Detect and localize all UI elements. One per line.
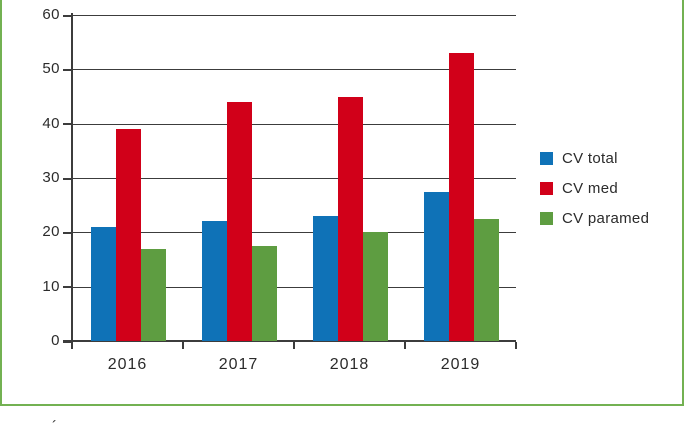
legend-swatch-cv-med — [540, 182, 553, 195]
bar-cv-med-2016 — [116, 129, 141, 341]
legend-item-cv-paramed: CV paramed — [540, 210, 649, 227]
y-axis-line — [70, 13, 73, 343]
bar-cv-med-2018 — [338, 96, 363, 341]
bar-cv-total-2017 — [202, 221, 227, 341]
bar-cv-paramed-2018 — [363, 232, 388, 341]
x-tick-4 — [515, 342, 517, 349]
y-tick-40 — [63, 123, 73, 126]
cropped-caption-accent: ´ — [52, 418, 57, 430]
gridline-10 — [72, 286, 516, 288]
x-axis-label-2017: 2017 — [218, 356, 259, 373]
gridline-40 — [72, 123, 516, 125]
y-axis-label-30: 30 — [42, 169, 60, 186]
bar-cv-paramed-2016 — [141, 248, 166, 341]
y-tick-10 — [63, 286, 73, 289]
bar-cv-paramed-2017 — [252, 245, 277, 341]
y-axis-label-0: 0 — [51, 332, 60, 349]
x-axis-line — [63, 340, 516, 342]
bar-cv-total-2019 — [424, 191, 449, 341]
bar-cv-med-2019 — [449, 53, 474, 341]
x-tick-2 — [293, 342, 295, 349]
gridline-20 — [72, 232, 516, 234]
y-axis-label-50: 50 — [42, 60, 60, 78]
y-axis-label-10: 10 — [42, 277, 60, 295]
panel-border — [0, 0, 684, 406]
legend-swatch-cv-paramed — [540, 212, 553, 225]
x-axis-label-2018: 2018 — [329, 356, 370, 373]
x-tick-1 — [182, 342, 184, 349]
legend-label: CV med — [562, 180, 618, 197]
y-tick-30 — [63, 177, 73, 180]
x-axis-label-2016: 2016 — [107, 356, 148, 373]
gridline-50 — [72, 69, 516, 71]
y-axis-label-20: 20 — [42, 223, 60, 241]
y-tick-50 — [63, 68, 73, 71]
x-tick-0 — [71, 342, 73, 349]
bar-cv-paramed-2019 — [474, 218, 499, 341]
legend-label: CV total — [562, 150, 618, 167]
y-tick-60 — [63, 14, 73, 17]
gridline-30 — [72, 178, 516, 179]
bar-cv-med-2017 — [227, 101, 252, 341]
gridline-60 — [72, 15, 516, 16]
legend-label: CV paramed — [562, 210, 650, 227]
y-tick-20 — [63, 231, 73, 234]
y-axis-label-40: 40 — [42, 114, 60, 132]
legend-item-cv-med: CV med — [540, 180, 618, 197]
x-tick-3 — [404, 342, 406, 349]
legend-swatch-cv-total — [540, 152, 553, 165]
bar-cv-total-2016 — [91, 226, 116, 341]
y-axis-label-60: 60 — [42, 6, 60, 23]
x-axis-label-2019: 2019 — [440, 356, 481, 373]
legend-item-cv-total: CV total — [540, 150, 618, 167]
bar-cv-total-2018 — [313, 216, 338, 341]
